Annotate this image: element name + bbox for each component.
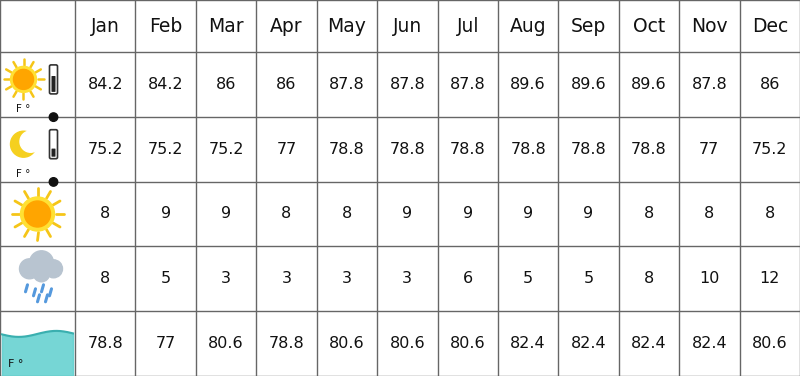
Text: 9: 9 [221, 206, 231, 221]
Text: 78.8: 78.8 [510, 142, 546, 157]
Circle shape [19, 259, 39, 279]
Text: 78.8: 78.8 [631, 142, 667, 157]
Text: 86: 86 [760, 77, 780, 92]
Text: 9: 9 [462, 206, 473, 221]
Circle shape [45, 260, 62, 278]
Text: 9: 9 [523, 206, 533, 221]
Text: 87.8: 87.8 [691, 77, 727, 92]
Text: Sep: Sep [571, 17, 606, 35]
Text: 3: 3 [402, 271, 412, 286]
Text: 80.6: 80.6 [450, 336, 486, 351]
Text: 86: 86 [216, 77, 236, 92]
Text: 9: 9 [583, 206, 594, 221]
FancyBboxPatch shape [50, 130, 58, 159]
Text: 12: 12 [760, 271, 780, 286]
Text: May: May [327, 17, 366, 35]
FancyBboxPatch shape [51, 76, 55, 92]
Text: Feb: Feb [149, 17, 182, 35]
Text: Jun: Jun [393, 17, 422, 35]
Text: 10: 10 [699, 271, 719, 286]
Text: 89.6: 89.6 [510, 77, 546, 92]
Text: 3: 3 [282, 271, 291, 286]
Text: F °: F ° [15, 104, 30, 114]
Text: 9: 9 [161, 206, 170, 221]
Text: 82.4: 82.4 [691, 336, 727, 351]
Text: 89.6: 89.6 [631, 77, 666, 92]
Text: 5: 5 [523, 271, 533, 286]
Text: Aug: Aug [510, 17, 546, 35]
Text: 78.8: 78.8 [570, 142, 606, 157]
Circle shape [25, 201, 50, 227]
Text: Mar: Mar [208, 17, 244, 35]
Text: 84.2: 84.2 [148, 77, 183, 92]
Text: 3: 3 [221, 271, 231, 286]
Text: 78.8: 78.8 [390, 142, 425, 157]
Text: 78.8: 78.8 [329, 142, 365, 157]
Text: 78.8: 78.8 [450, 142, 486, 157]
Text: 75.2: 75.2 [148, 142, 183, 157]
Circle shape [10, 131, 37, 157]
Text: 5: 5 [161, 271, 170, 286]
Circle shape [50, 113, 58, 121]
Text: 8: 8 [342, 206, 352, 221]
Text: 87.8: 87.8 [450, 77, 486, 92]
Text: 5: 5 [583, 271, 594, 286]
Text: 82.4: 82.4 [631, 336, 666, 351]
Circle shape [10, 67, 37, 92]
Text: 77: 77 [155, 336, 176, 351]
Text: 87.8: 87.8 [390, 77, 425, 92]
Text: 77: 77 [699, 142, 719, 157]
Text: 8: 8 [644, 206, 654, 221]
Text: 6: 6 [462, 271, 473, 286]
Text: 8: 8 [644, 271, 654, 286]
Text: Oct: Oct [633, 17, 665, 35]
Text: 8: 8 [100, 206, 110, 221]
Text: 75.2: 75.2 [208, 142, 244, 157]
Text: Apr: Apr [270, 17, 302, 35]
Text: F °: F ° [8, 359, 23, 369]
Text: 87.8: 87.8 [329, 77, 365, 92]
Text: F °: F ° [15, 168, 30, 179]
Text: 8: 8 [704, 206, 714, 221]
Text: 8: 8 [765, 206, 775, 221]
Text: 3: 3 [342, 271, 352, 286]
Text: 80.6: 80.6 [752, 336, 788, 351]
Text: 8: 8 [282, 206, 291, 221]
Circle shape [50, 178, 58, 186]
Text: 80.6: 80.6 [208, 336, 244, 351]
Text: 86: 86 [276, 77, 297, 92]
FancyBboxPatch shape [50, 65, 58, 94]
Text: 78.8: 78.8 [269, 336, 304, 351]
Text: Jul: Jul [457, 17, 479, 35]
Text: 75.2: 75.2 [752, 142, 787, 157]
Circle shape [34, 266, 50, 282]
Circle shape [14, 70, 34, 89]
Text: Nov: Nov [691, 17, 728, 35]
Text: 9: 9 [402, 206, 412, 221]
Text: 75.2: 75.2 [87, 142, 123, 157]
Circle shape [21, 197, 54, 231]
Text: 89.6: 89.6 [570, 77, 606, 92]
Text: 82.4: 82.4 [510, 336, 546, 351]
Text: 77: 77 [276, 142, 297, 157]
Text: 78.8: 78.8 [87, 336, 123, 351]
Text: 82.4: 82.4 [570, 336, 606, 351]
Circle shape [20, 131, 42, 152]
FancyBboxPatch shape [51, 149, 55, 157]
Text: Jan: Jan [90, 17, 120, 35]
Text: Dec: Dec [752, 17, 788, 35]
Text: 80.6: 80.6 [390, 336, 425, 351]
Text: 8: 8 [100, 271, 110, 286]
Text: 80.6: 80.6 [329, 336, 365, 351]
Circle shape [30, 251, 54, 275]
Text: 84.2: 84.2 [87, 77, 123, 92]
